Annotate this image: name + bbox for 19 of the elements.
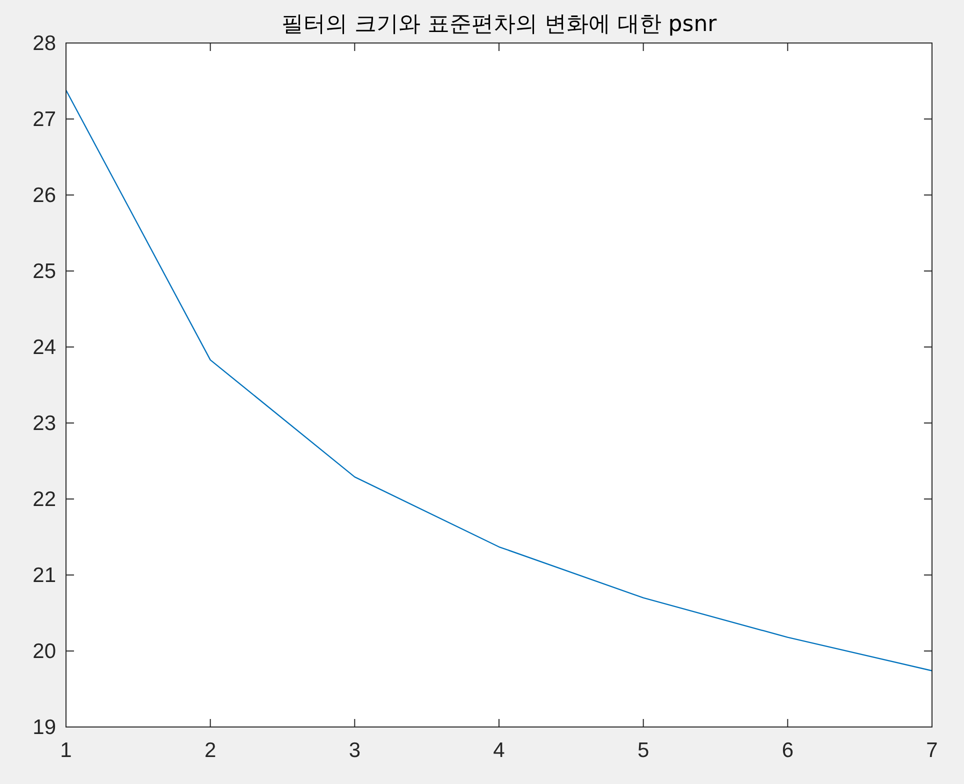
y-tick-label: 27 [32, 108, 56, 131]
x-tick-label: 6 [782, 739, 794, 762]
x-tick-label: 5 [637, 739, 650, 762]
y-tick-label: 22 [32, 488, 56, 511]
y-tick-label: 21 [32, 564, 56, 587]
chart-title: 필터의 크기와 표준편차의 변화에 대한 psnr [281, 12, 718, 37]
x-tick-label: 7 [926, 739, 938, 762]
y-tick-label: 23 [32, 412, 56, 435]
x-tick-label: 1 [60, 739, 72, 762]
y-tick-label: 28 [32, 32, 56, 55]
y-tick-label: 24 [32, 336, 56, 359]
line-series [65, 90, 933, 672]
x-tick-label: 3 [348, 739, 361, 762]
y-tick-label: 20 [32, 640, 56, 663]
y-tick-label: 19 [32, 716, 56, 739]
y-tick-label: 26 [32, 184, 56, 207]
y-tick-label: 25 [32, 260, 56, 283]
x-tick-label: 2 [204, 739, 216, 762]
x-tick-label: 4 [493, 739, 506, 762]
